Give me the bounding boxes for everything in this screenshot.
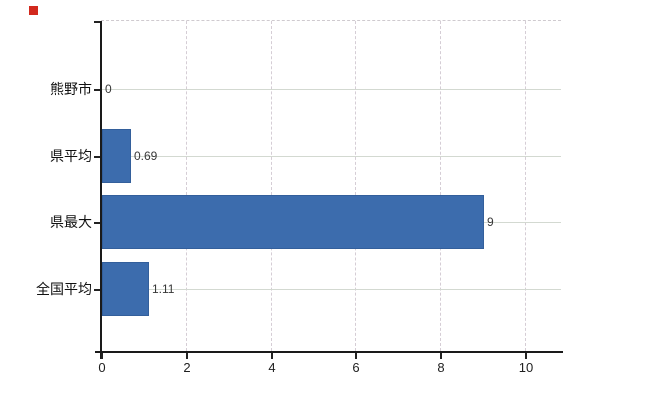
x-axis-tick (186, 353, 188, 359)
x-axis-line (95, 351, 563, 353)
x-axis-tick (440, 353, 442, 359)
plot-top-border (101, 20, 561, 21)
y-axis-top-tick (94, 21, 100, 23)
value-label: 9 (487, 215, 494, 229)
category-tick (94, 156, 100, 158)
x-tick-label: 10 (518, 360, 534, 375)
y-axis-line (100, 21, 102, 359)
x-axis-tick (525, 353, 527, 359)
red-square-marker (29, 6, 38, 15)
x-tick-label: 2 (183, 360, 191, 375)
v-gridline (186, 21, 187, 351)
x-axis-tick (355, 353, 357, 359)
category-label-熊野市: 熊野市 (50, 81, 92, 97)
x-axis-tick (101, 353, 103, 359)
category-tick (94, 222, 100, 224)
category-tick (94, 289, 100, 291)
bar-県平均 (102, 129, 131, 183)
h-gridline (102, 156, 561, 157)
category-label-県平均: 県平均 (50, 148, 92, 164)
category-tick (94, 89, 100, 91)
v-gridline (355, 21, 356, 351)
bar-県最大 (102, 195, 484, 249)
v-gridline (525, 21, 526, 351)
x-axis-tick (271, 353, 273, 359)
x-tick-label: 0 (98, 360, 106, 375)
v-gridline (271, 21, 272, 351)
value-label: 0.69 (134, 149, 158, 163)
category-label-全国平均: 全国平均 (36, 281, 92, 297)
h-gridline (102, 289, 561, 290)
x-tick-label: 6 (352, 360, 360, 375)
x-tick-label: 8 (437, 360, 445, 375)
bar-全国平均 (102, 262, 149, 316)
h-gridline (102, 89, 561, 90)
category-label-県最大: 県最大 (50, 214, 92, 230)
v-gridline (440, 21, 441, 351)
x-tick-label: 4 (268, 360, 276, 375)
value-label: 1.11 (152, 282, 175, 296)
value-label: 0 (105, 82, 112, 96)
